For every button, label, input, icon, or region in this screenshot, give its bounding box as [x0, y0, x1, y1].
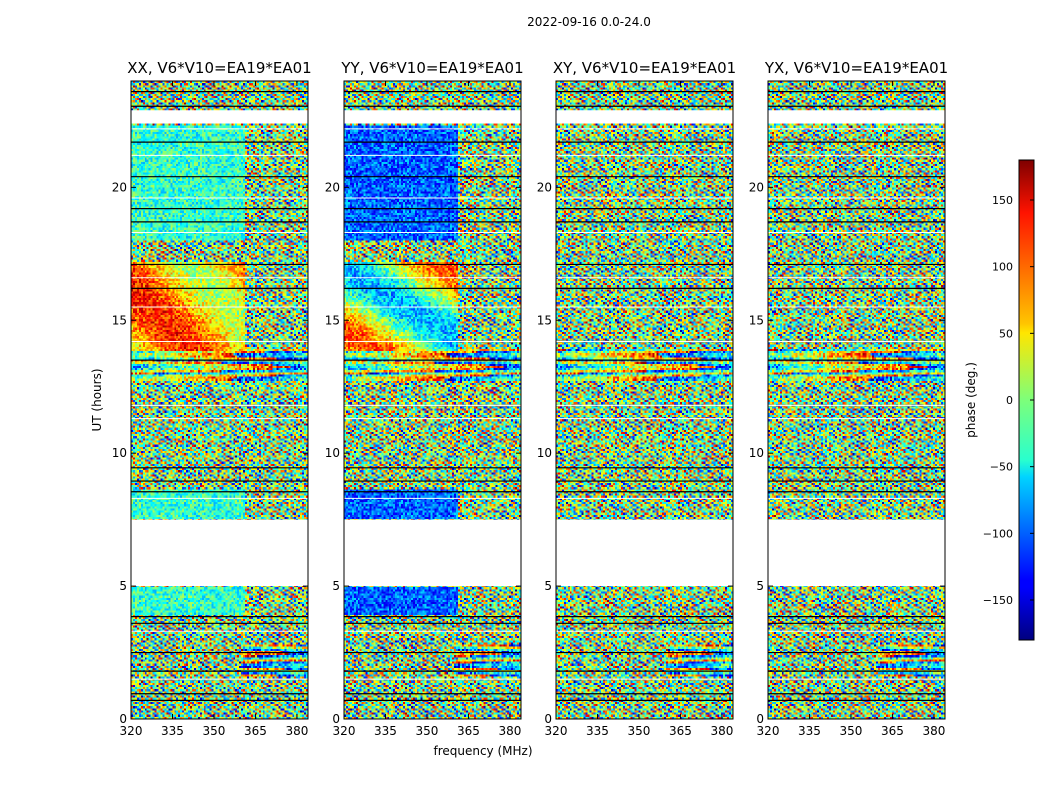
- panel-xy: XY, V6*V10=EA19*EA01 320 335 350 365 380 0 5 10 1…: [537, 59, 736, 738]
- x-tick-label: 335: [161, 724, 184, 738]
- y-tick-label: 20: [325, 180, 340, 194]
- colorbar-tick-label: 50: [999, 327, 1013, 340]
- y-tick-label: 20: [749, 180, 764, 194]
- x-tick-label: 365: [244, 724, 267, 738]
- x-tick-label: 380: [498, 724, 521, 738]
- phase-heatmap-xy: [556, 81, 733, 719]
- colorbar-ticks: 150 100 50 0 −50 −100 −150: [983, 194, 1034, 607]
- data-gap: [344, 519, 521, 587]
- y-tick-label: 15: [112, 313, 127, 327]
- panel-title: XY, V6*V10=EA19*EA01: [553, 59, 736, 77]
- panel-frame: [343, 80, 522, 720]
- panel-frame: [767, 80, 946, 720]
- x-tick-label: 380: [285, 724, 308, 738]
- x-tick-label: 335: [798, 724, 821, 738]
- colorbar-tick-label: −100: [983, 527, 1013, 540]
- y-tick-label: 20: [537, 180, 552, 194]
- y-tick-label: 15: [325, 313, 340, 327]
- phase-heatmap-yy: [344, 81, 521, 719]
- data-gap: [131, 110, 308, 124]
- panel-frame: [130, 80, 309, 720]
- x-tick-label: 320: [120, 724, 143, 738]
- data-gap: [131, 519, 308, 587]
- y-tick-label: 5: [544, 579, 552, 593]
- x-tick-label: 350: [628, 724, 651, 738]
- x-tick-label: 365: [669, 724, 692, 738]
- colorbar-tick-label: −50: [990, 461, 1013, 474]
- x-tick-label: 320: [333, 724, 356, 738]
- y-axis-label: UT (hours): [90, 368, 104, 431]
- y-tick-label: 0: [332, 712, 340, 726]
- y-tick-label: 0: [544, 712, 552, 726]
- x-axis-label: frequency (MHz): [433, 744, 532, 758]
- colorbar: 150 100 50 0 −50 −100 −150 phase (deg.): [964, 159, 1035, 641]
- y-tick-label: 15: [537, 313, 552, 327]
- x-tick-label: 380: [710, 724, 733, 738]
- data-gap: [556, 519, 733, 587]
- y-tick-label: 5: [119, 579, 127, 593]
- y-tick-label: 0: [756, 712, 764, 726]
- x-tick-label: 365: [881, 724, 904, 738]
- x-tick-label: 320: [545, 724, 568, 738]
- panel-title: YY, V6*V10=EA19*EA01: [340, 59, 523, 77]
- x-tick-label: 350: [203, 724, 226, 738]
- figure-suptitle: 2022-09-16 0.0-24.0: [527, 15, 651, 29]
- panel-yy: YY, V6*V10=EA19*EA01 320 335 350 365 380 0 5 10 1…: [325, 59, 524, 738]
- panel-title: YX, V6*V10=EA19*EA01: [764, 59, 948, 77]
- y-tick-label: 10: [749, 446, 764, 460]
- panels: XX, V6*V10=EA19*EA01 320 335 350 365 380 0 5 10 1…: [112, 59, 948, 738]
- colorbar-tick-label: 100: [992, 261, 1013, 274]
- phase-heatmap-xx: [131, 81, 308, 719]
- data-gap: [768, 519, 945, 587]
- x-tick-label: 320: [757, 724, 780, 738]
- data-gap: [768, 110, 945, 124]
- y-tick-label: 10: [325, 446, 340, 460]
- panel-xx: XX, V6*V10=EA19*EA01 320 335 350 365 380 0 5 10 1…: [112, 59, 312, 738]
- colorbar-label: phase (deg.): [964, 362, 978, 438]
- y-tick-label: 10: [537, 446, 552, 460]
- panel-frame: [555, 80, 734, 720]
- y-tick-label: 5: [332, 579, 340, 593]
- x-tick-label: 350: [416, 724, 439, 738]
- data-gap: [344, 110, 521, 124]
- x-tick-label: 335: [374, 724, 397, 738]
- x-tick-label: 365: [457, 724, 480, 738]
- panel-title: XX, V6*V10=EA19*EA01: [127, 59, 311, 77]
- colorbar-tick-label: 150: [992, 194, 1013, 207]
- x-tick-label: 335: [586, 724, 609, 738]
- phase-heatmap-yx: [768, 81, 945, 719]
- y-tick-label: 20: [112, 180, 127, 194]
- panel-yx: YX, V6*V10=EA19*EA01 320 335 350 365 380 0 5 10 1…: [749, 59, 948, 738]
- x-tick-label: 350: [840, 724, 863, 738]
- y-tick-label: 10: [112, 446, 127, 460]
- colorbar-tick-label: 0: [1006, 394, 1013, 407]
- x-tick-label: 380: [922, 724, 945, 738]
- data-gap: [556, 110, 733, 124]
- y-tick-label: 15: [749, 313, 764, 327]
- colorbar-tick-label: −150: [983, 594, 1013, 607]
- y-tick-label: 0: [119, 712, 127, 726]
- y-tick-label: 5: [756, 579, 764, 593]
